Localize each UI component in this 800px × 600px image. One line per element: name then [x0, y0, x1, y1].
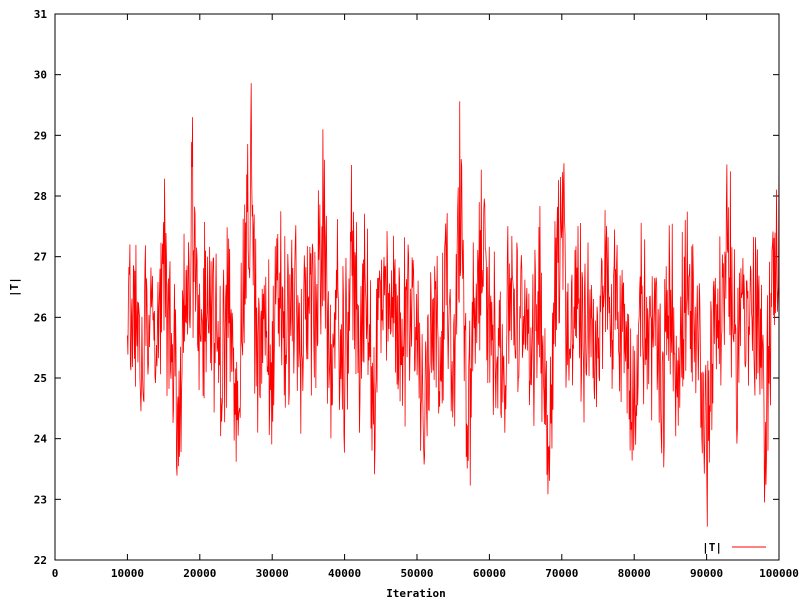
y-tick-label: 25	[34, 372, 47, 385]
y-tick-label: 23	[34, 493, 47, 506]
y-tick-label: 31	[34, 8, 48, 21]
x-axis-label: Iteration	[386, 587, 446, 600]
x-tick-label: 0	[52, 567, 59, 580]
series-layer	[127, 83, 780, 527]
x-tick-label: 40000	[328, 567, 361, 580]
y-tick-label: 27	[34, 251, 47, 264]
x-tick-label: 50000	[400, 567, 433, 580]
x-tick-label: 10000	[111, 567, 144, 580]
x-tick-label: 20000	[183, 567, 216, 580]
y-tick-label: 29	[34, 129, 47, 142]
x-axis: 0 10000 20000 30000 40000 50000 60000 70000 8000…	[52, 14, 799, 580]
legend-entry-label: |T|	[702, 541, 722, 554]
x-tick-label: 80000	[618, 567, 651, 580]
x-tick-label: 70000	[545, 567, 578, 580]
y-axis-label: |T|	[8, 277, 21, 297]
y-tick-label: 26	[34, 311, 48, 324]
x-tick-label: 90000	[690, 567, 723, 580]
x-tick-label: 60000	[473, 567, 506, 580]
plot-frame	[54, 13, 780, 561]
y-tick-label: 28	[34, 190, 47, 203]
x-tick-label: 30000	[256, 567, 289, 580]
series-line	[127, 83, 780, 527]
y-tick-label: 24	[34, 433, 48, 446]
y-tick-label: 30	[34, 69, 47, 82]
y-tick-label: 22	[34, 554, 47, 567]
x-tick-label: 100000	[759, 567, 799, 580]
legend: |T|	[702, 541, 766, 554]
